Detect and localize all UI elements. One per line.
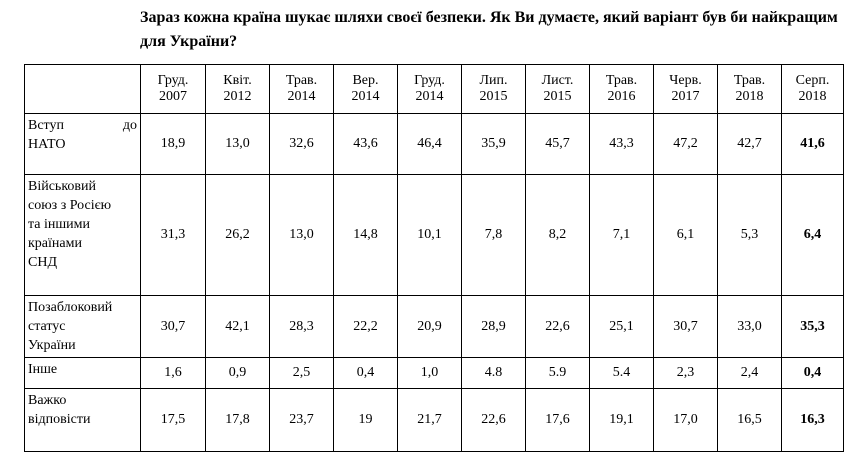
- table-cell: 18,9: [140, 113, 206, 175]
- row-label-cis-alliance: Військовий союз з Росією та іншими країн…: [24, 174, 141, 296]
- table-cell: 19: [333, 388, 398, 452]
- table-cell: 22,6: [461, 388, 526, 452]
- row-label-hard-to-say: Важко відповісти: [24, 388, 141, 452]
- row-label-other: Інше: [24, 357, 141, 389]
- table-cell: 19,1: [589, 388, 654, 452]
- table-cell: 8,2: [525, 174, 590, 296]
- table-cell: 13,0: [269, 174, 334, 296]
- table-cell: 23,7: [269, 388, 334, 452]
- table-cell: 30,7: [653, 295, 718, 358]
- column-header: Трав. 2018: [717, 64, 782, 114]
- column-header: Серп. 2018: [781, 64, 844, 114]
- table-cell: 10,1: [397, 174, 462, 296]
- table-cell-latest: 6,4: [781, 174, 844, 296]
- table-cell-latest: 35,3: [781, 295, 844, 358]
- table-cell: 2,5: [269, 357, 334, 389]
- table-cell: 1,6: [140, 357, 206, 389]
- table-cell: 1,0: [397, 357, 462, 389]
- column-header: Груд. 2014: [397, 64, 462, 114]
- column-header: Лип. 2015: [461, 64, 526, 114]
- table-cell: 32,6: [269, 113, 334, 175]
- table-cell: 5,3: [717, 174, 782, 296]
- table-cell: 30,7: [140, 295, 206, 358]
- table-cell: 16,5: [717, 388, 782, 452]
- survey-table: Груд. 2007 Квіт. 2012 Трав. 2014 Вер. 2014 Г…: [24, 64, 844, 452]
- table-cell: 47,2: [653, 113, 718, 175]
- table-cell-latest: 41,6: [781, 113, 844, 175]
- table-cell: 22,6: [525, 295, 590, 358]
- table-cell: 21,7: [397, 388, 462, 452]
- table-row: Інше 1,6 0,9 2,5 0,4 1,0 4.8 5.9 5.4 2,3…: [24, 357, 844, 389]
- table-cell: 42,7: [717, 113, 782, 175]
- table-cell: 42,1: [205, 295, 270, 358]
- table-cell: 28,9: [461, 295, 526, 358]
- header-row: Груд. 2007 Квіт. 2012 Трав. 2014 Вер. 2014 Г…: [24, 64, 844, 114]
- column-header: Груд. 2007: [140, 64, 206, 114]
- table-cell: 17,6: [525, 388, 590, 452]
- corner-cell: [24, 64, 141, 114]
- table-row: Військовий союз з Росією та іншими країн…: [24, 174, 844, 296]
- table-cell: 14,8: [333, 174, 398, 296]
- table-cell: 46,4: [397, 113, 462, 175]
- table-cell: 7,8: [461, 174, 526, 296]
- table-cell: 45,7: [525, 113, 590, 175]
- table-cell: 5.4: [589, 357, 654, 389]
- table-cell: 25,1: [589, 295, 654, 358]
- row-label-non-bloc: Позаблоковий статус України: [24, 295, 141, 358]
- table-row: Вступ до НАТО 18,9 13,0 32,6 43,6 46,4 35,…: [24, 113, 844, 175]
- table-cell: 17,8: [205, 388, 270, 452]
- page-title: Зараз кожна країна шукає шляхи своєї без…: [140, 9, 838, 50]
- column-header: Трав. 2014: [269, 64, 334, 114]
- table-row: Важко відповісти 17,5 17,8 23,7 19 21,7 …: [24, 388, 844, 452]
- table-cell: 17,5: [140, 388, 206, 452]
- column-header: Квіт. 2012: [205, 64, 270, 114]
- table-cell: 2,4: [717, 357, 782, 389]
- table-cell: 7,1: [589, 174, 654, 296]
- table-cell: 0,9: [205, 357, 270, 389]
- table-cell: 13,0: [205, 113, 270, 175]
- table-cell: 2,3: [653, 357, 718, 389]
- row-label-nato: Вступ до НАТО: [24, 113, 141, 175]
- table-cell: 43,3: [589, 113, 654, 175]
- table-cell: 5.9: [525, 357, 590, 389]
- table-cell: 28,3: [269, 295, 334, 358]
- table-cell: 31,3: [140, 174, 206, 296]
- table-cell: 22,2: [333, 295, 398, 358]
- column-header: Лист. 2015: [525, 64, 590, 114]
- table-cell: 33,0: [717, 295, 782, 358]
- table-cell: 26,2: [205, 174, 270, 296]
- column-header: Черв. 2017: [653, 64, 718, 114]
- table-cell: 6,1: [653, 174, 718, 296]
- table-cell: 0,4: [333, 357, 398, 389]
- table-cell: 4.8: [461, 357, 526, 389]
- column-header: Трав. 2016: [589, 64, 654, 114]
- table-cell: 43,6: [333, 113, 398, 175]
- table-cell: 20,9: [397, 295, 462, 358]
- column-header: Вер. 2014: [333, 64, 398, 114]
- table-cell: 35,9: [461, 113, 526, 175]
- table-cell-latest: 16,3: [781, 388, 844, 452]
- table-cell-latest: 0,4: [781, 357, 844, 389]
- table-cell: 17,0: [653, 388, 718, 452]
- table-row: Позаблоковий статус України 30,7 42,1 28…: [24, 295, 844, 358]
